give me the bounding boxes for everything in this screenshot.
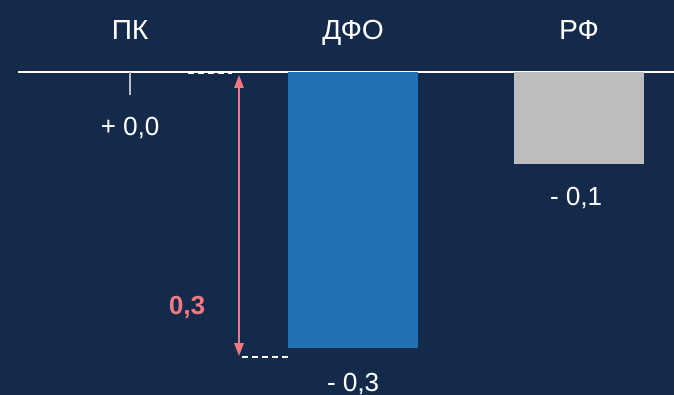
- category-label-dfo: ДФО: [322, 14, 383, 45]
- bar-3: [514, 72, 644, 164]
- value-labels: + 0,0 - 0,3 - 0,1: [101, 111, 602, 395]
- difference-label: 0,3: [169, 290, 205, 320]
- bars: [129, 72, 644, 348]
- value-label-pk: + 0,0: [101, 111, 160, 141]
- difference-arrow-head-top: [234, 75, 244, 88]
- value-label-rf: - 0,1: [550, 181, 602, 211]
- category-label-rf: РФ: [559, 14, 599, 45]
- difference-arrow-head-bottom: [234, 343, 244, 356]
- category-label-pk: ПК: [112, 14, 149, 45]
- value-label-dfo: - 0,3: [327, 367, 379, 395]
- bar-2: [288, 72, 418, 348]
- category-labels: ПК ДФО РФ: [112, 14, 599, 45]
